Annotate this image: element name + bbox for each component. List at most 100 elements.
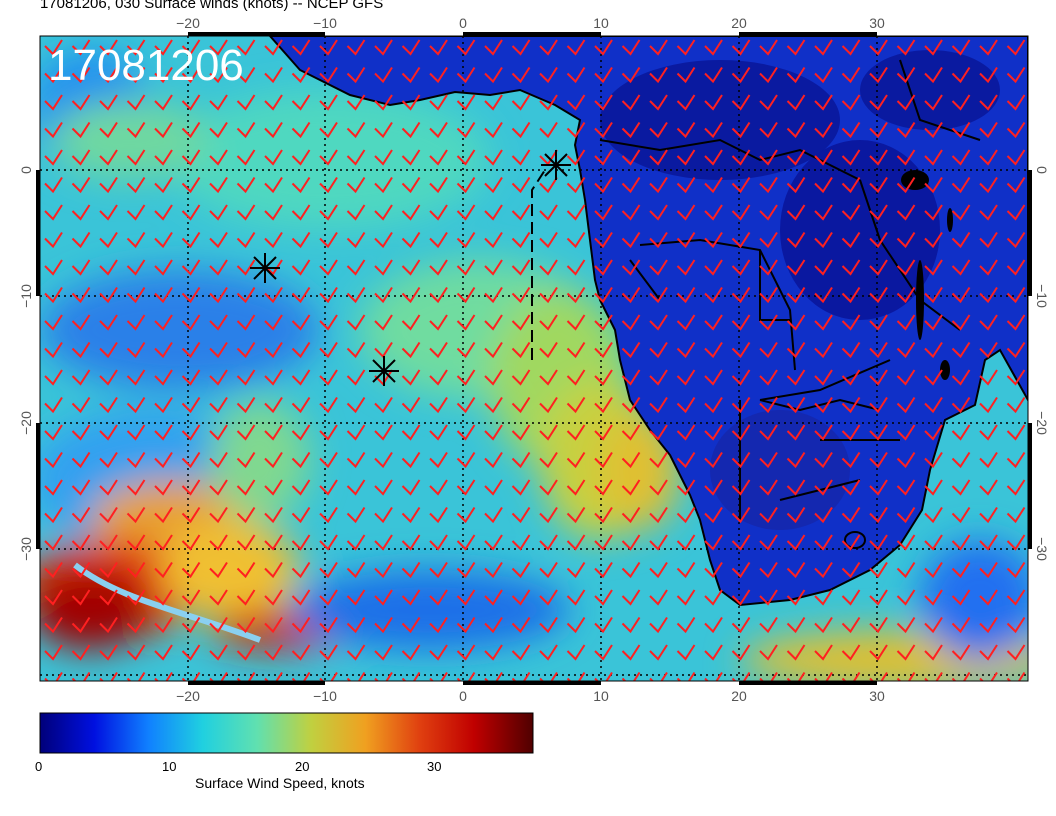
wind-barb	[264, 314, 283, 331]
wind-barb	[401, 94, 421, 111]
wind-barb	[1006, 341, 1026, 359]
wind-barb	[704, 561, 723, 579]
wind-barb	[126, 534, 146, 551]
wind-barb	[896, 176, 916, 194]
wind-barb	[841, 561, 861, 579]
wind-barb	[1006, 176, 1026, 194]
wind-barb	[209, 589, 228, 606]
wind-barb	[374, 259, 393, 276]
wind-barb	[511, 479, 531, 496]
wind-barb	[71, 561, 91, 579]
lon-tick-label: 0	[459, 15, 467, 31]
wind-barb	[951, 451, 971, 469]
wind-barb	[1006, 534, 1026, 551]
wind-barb	[979, 506, 998, 524]
wind-barb	[731, 39, 751, 56]
wind-barb	[759, 259, 778, 276]
wind-barb	[539, 176, 558, 194]
wind-barb	[154, 121, 173, 139]
wind-barb	[786, 121, 806, 139]
wind-barb	[71, 66, 91, 84]
wind-barb	[44, 644, 63, 661]
wind-barb	[979, 286, 998, 304]
wind-barb	[759, 286, 778, 304]
wind-barb	[291, 286, 311, 304]
wind-barb	[1006, 561, 1026, 579]
wind-barb	[786, 66, 806, 84]
wind-barb	[1006, 314, 1026, 331]
wind-barb	[924, 534, 943, 551]
colorbar-tick: 10	[162, 759, 177, 774]
wind-barb	[401, 39, 421, 56]
wind-barb	[126, 369, 146, 386]
wind-barb	[71, 231, 91, 249]
wind-barb	[319, 39, 338, 56]
wind-barb	[786, 204, 806, 221]
wind-barb	[979, 314, 998, 331]
wind-barb	[126, 286, 146, 304]
wind-barb	[181, 451, 201, 469]
wind-barb	[71, 589, 91, 606]
wind-barb	[621, 286, 641, 304]
wind-barb	[979, 424, 998, 441]
wind-barb	[1006, 231, 1026, 249]
wind-barb	[181, 616, 201, 634]
wind-barb	[951, 534, 971, 551]
wind-barb	[539, 314, 558, 331]
wind-barb	[429, 671, 448, 681]
wind-barb	[566, 396, 586, 414]
wind-barb	[731, 396, 751, 414]
wind-barb	[951, 94, 971, 111]
wind-barb	[346, 396, 366, 414]
wind-barb	[869, 176, 888, 194]
wind-barb	[401, 286, 421, 304]
wind-barb	[346, 314, 366, 331]
wind-barb	[209, 314, 228, 331]
wind-barb	[154, 231, 173, 249]
wind-barb	[869, 149, 888, 166]
wind-barb	[896, 94, 916, 111]
wind-barb	[704, 259, 723, 276]
wind-barb	[594, 149, 613, 166]
wind-barb	[841, 286, 861, 304]
wind-barb	[924, 616, 943, 634]
wind-barb	[374, 121, 393, 139]
wind-barb	[896, 561, 916, 579]
wind-barb	[649, 451, 668, 469]
wind-barb	[649, 506, 668, 524]
dashed-track-line	[531, 169, 546, 360]
wind-barb	[71, 424, 91, 441]
wind-barb	[401, 424, 421, 441]
wind-barb	[951, 121, 971, 139]
wind-barb	[291, 479, 311, 496]
wind-barb	[924, 479, 943, 496]
graticule	[40, 36, 1028, 681]
wind-barb	[566, 259, 586, 276]
wind-barb	[649, 39, 668, 56]
wind-barb	[456, 286, 476, 304]
wind-barb	[979, 176, 998, 194]
wind-barb	[566, 176, 586, 194]
wind-barb	[511, 369, 531, 386]
wind-barb	[649, 176, 668, 194]
wind-barb	[621, 94, 641, 111]
wind-barb	[291, 644, 311, 661]
wind-barb	[456, 589, 476, 606]
wind-barb	[786, 314, 806, 331]
wind-barb	[429, 561, 448, 579]
wind-barb	[1006, 589, 1026, 606]
wind-barb	[869, 39, 888, 56]
wind-barb	[759, 369, 778, 386]
wind-barb	[759, 314, 778, 331]
wind-barb	[951, 286, 971, 304]
wind-barb	[264, 149, 283, 166]
wind-barb	[649, 534, 668, 551]
wind-barb	[484, 616, 503, 634]
wind-barb	[401, 369, 421, 386]
wind-barb	[209, 94, 228, 111]
wind-barb	[786, 231, 806, 249]
wind-barb	[731, 369, 751, 386]
wind-barb	[621, 424, 641, 441]
wind-barb	[731, 506, 751, 524]
wind-barb	[676, 341, 696, 359]
